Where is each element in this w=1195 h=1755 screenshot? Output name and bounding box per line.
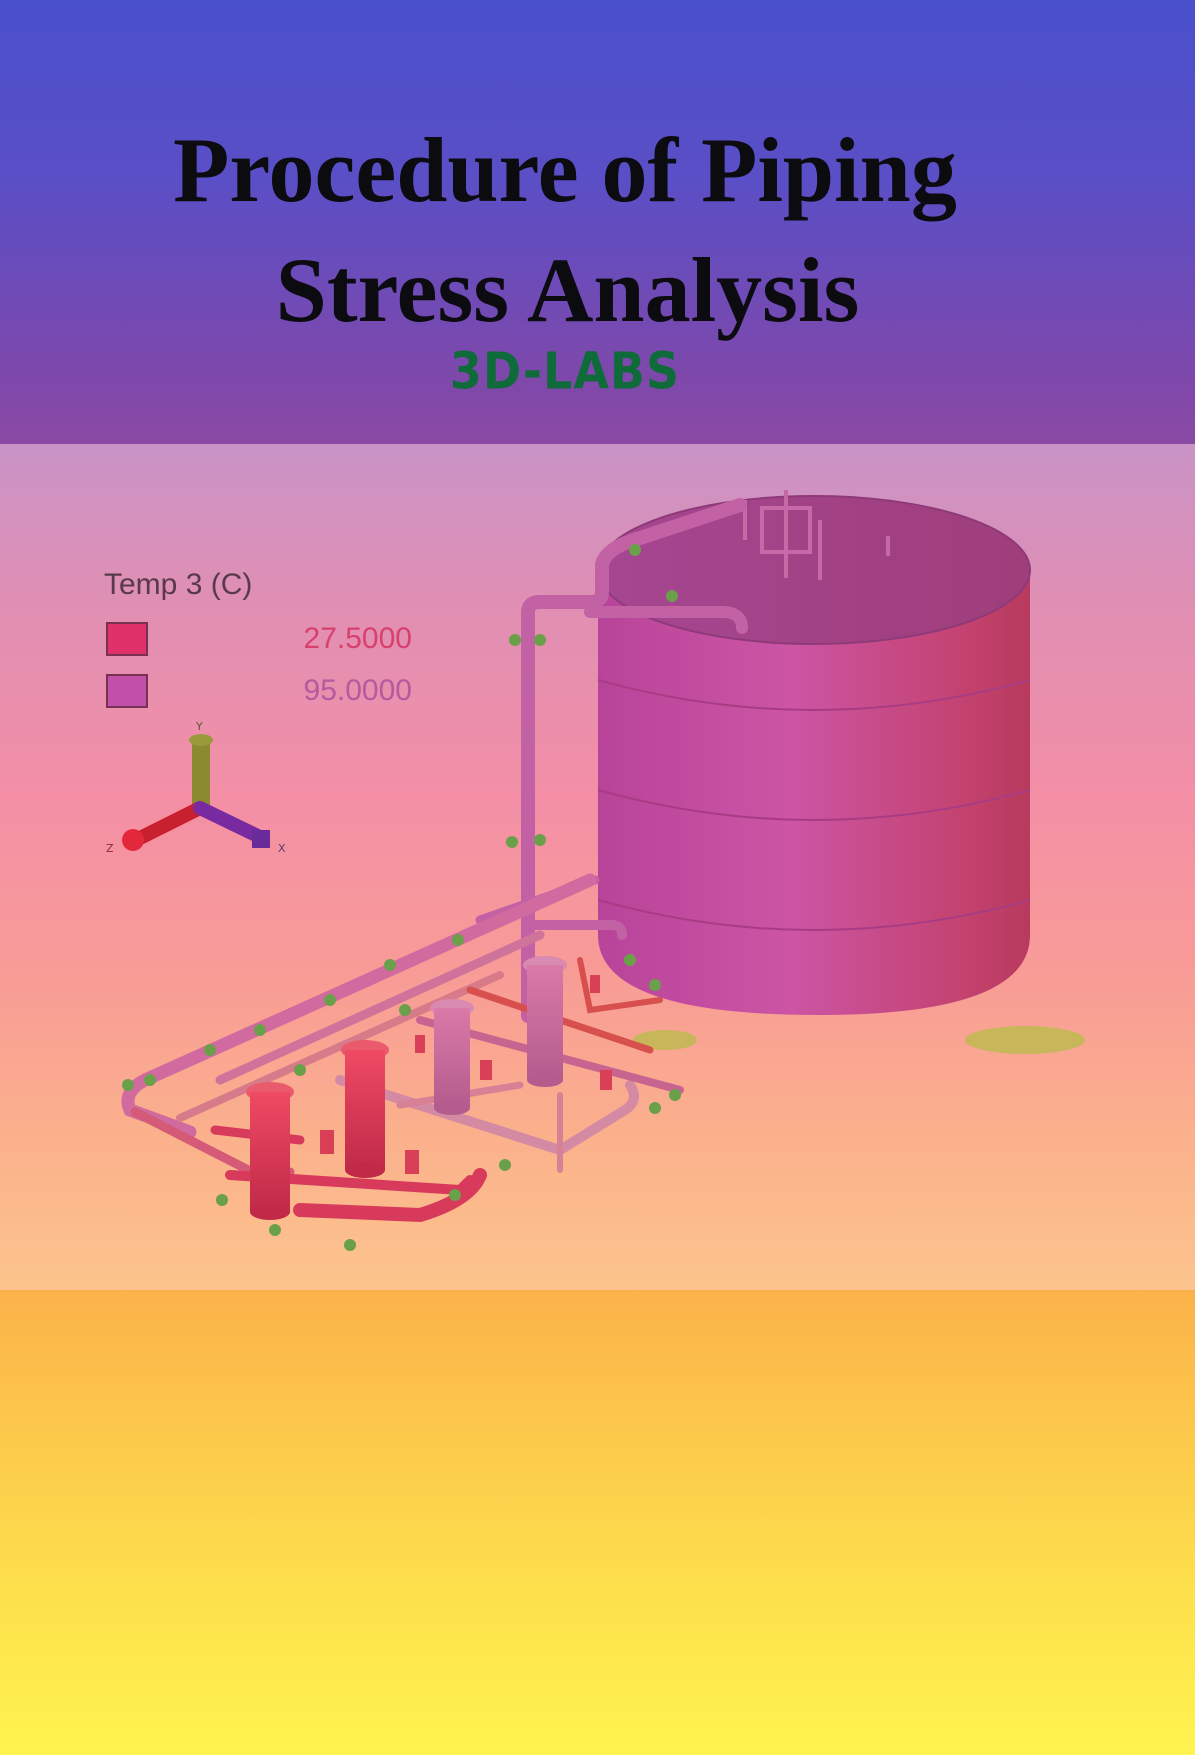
cover-title-line-2: Stress Analysis	[275, 239, 860, 341]
legend-value: 27.5000	[303, 622, 412, 655]
riser-piping	[475, 498, 748, 1023]
legend-swatch	[106, 622, 148, 656]
axis-label-z: Z	[106, 842, 114, 855]
pump-cluster	[210, 956, 684, 1223]
axis-label-y: Y	[195, 720, 203, 733]
temperature-legend: Temp 3 (C) 27.5000 95.0000	[104, 568, 424, 718]
legend-value: 95.0000	[303, 674, 412, 707]
pipe-support-markers	[122, 544, 681, 1251]
legend-title: Temp 3 (C)	[104, 568, 253, 601]
legend-entry: 95.0000	[106, 674, 426, 714]
cover-title-line-1: Procedure of Piping	[173, 119, 957, 221]
legend-swatch	[106, 674, 148, 708]
bottom-color-band	[0, 1290, 1195, 1755]
brand-logo-text: 3D-LABS	[449, 341, 681, 401]
axis-triad-icon: Y X Z	[106, 720, 286, 855]
top-color-band	[0, 0, 1195, 444]
axis-label-x: X	[278, 842, 286, 855]
storage-tank	[597, 490, 1085, 1054]
legend-entry: 27.5000	[106, 622, 426, 662]
